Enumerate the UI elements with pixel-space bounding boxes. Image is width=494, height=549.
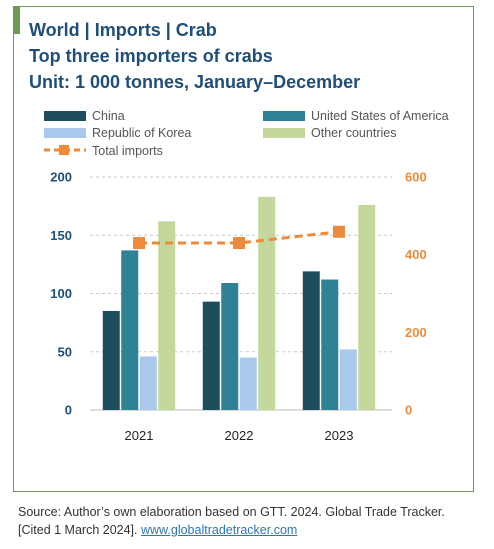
total-imports-marker-2022 <box>233 237 245 250</box>
title-accent-bar <box>13 6 20 34</box>
source-note: Source: Author’s own elaboration based o… <box>18 503 478 539</box>
chart-panel <box>13 6 474 492</box>
y2-tick-label: 0 <box>405 403 412 418</box>
x-tick-label: 2021 <box>125 428 154 443</box>
chart-title-line-3: Unit: 1 000 tonnes, January–December <box>29 72 361 92</box>
bar-republic-of-korea-2023 <box>339 349 357 410</box>
legend-label-other-countries: Other countries <box>311 126 396 140</box>
bar-united-states-of-america-2021 <box>121 250 139 410</box>
source-link[interactable]: www.globaltradetracker.com <box>141 523 298 537</box>
y-tick-label: 100 <box>50 286 72 301</box>
bar-china-2022 <box>202 301 220 410</box>
bar-other-countries-2021 <box>158 221 176 410</box>
total-imports-marker-2021 <box>133 237 145 250</box>
total-imports-line <box>139 230 340 245</box>
bar-united-states-of-america-2022 <box>221 283 239 410</box>
legend-label-united-states-of-america: United States of America <box>311 109 449 123</box>
total-imports-marker-2023 <box>333 225 345 238</box>
legend-label-republic-of-korea: Republic of Korea <box>92 126 191 140</box>
bar-other-countries-2023 <box>358 204 376 410</box>
chart-title-line-1: World | Imports | Crab <box>29 20 217 40</box>
bar-republic-of-korea-2022 <box>239 357 257 410</box>
x-tick-label: 2022 <box>225 428 254 443</box>
legend-marker-total-imports <box>59 145 69 155</box>
x-tick-label: 2023 <box>325 428 354 443</box>
legend-label-china: China <box>92 109 125 123</box>
y2-tick-label: 400 <box>405 247 427 262</box>
y2-tick-label: 600 <box>405 170 427 185</box>
bar-united-states-of-america-2023 <box>321 279 339 410</box>
bar-china-2023 <box>302 271 320 410</box>
y-tick-label: 50 <box>58 344 72 359</box>
y2-tick-label: 200 <box>405 325 427 340</box>
bar-republic-of-korea-2021 <box>139 356 157 410</box>
y-tick-label: 200 <box>50 170 72 185</box>
legend-label-total-imports: Total imports <box>92 144 163 158</box>
legend-swatch-other-countries <box>263 128 305 138</box>
bar-china-2021 <box>102 310 120 410</box>
legend-swatch-china <box>44 111 86 121</box>
legend-swatch-united-states-of-america <box>263 111 305 121</box>
bar-other-countries-2022 <box>258 196 276 410</box>
source-text: Source: Author’s own elaboration based o… <box>18 505 445 537</box>
legend-swatch-republic-of-korea <box>44 128 86 138</box>
y-tick-label: 0 <box>65 403 72 418</box>
y-tick-label: 150 <box>50 228 72 243</box>
chart-title-line-2: Top three importers of crabs <box>29 46 273 66</box>
